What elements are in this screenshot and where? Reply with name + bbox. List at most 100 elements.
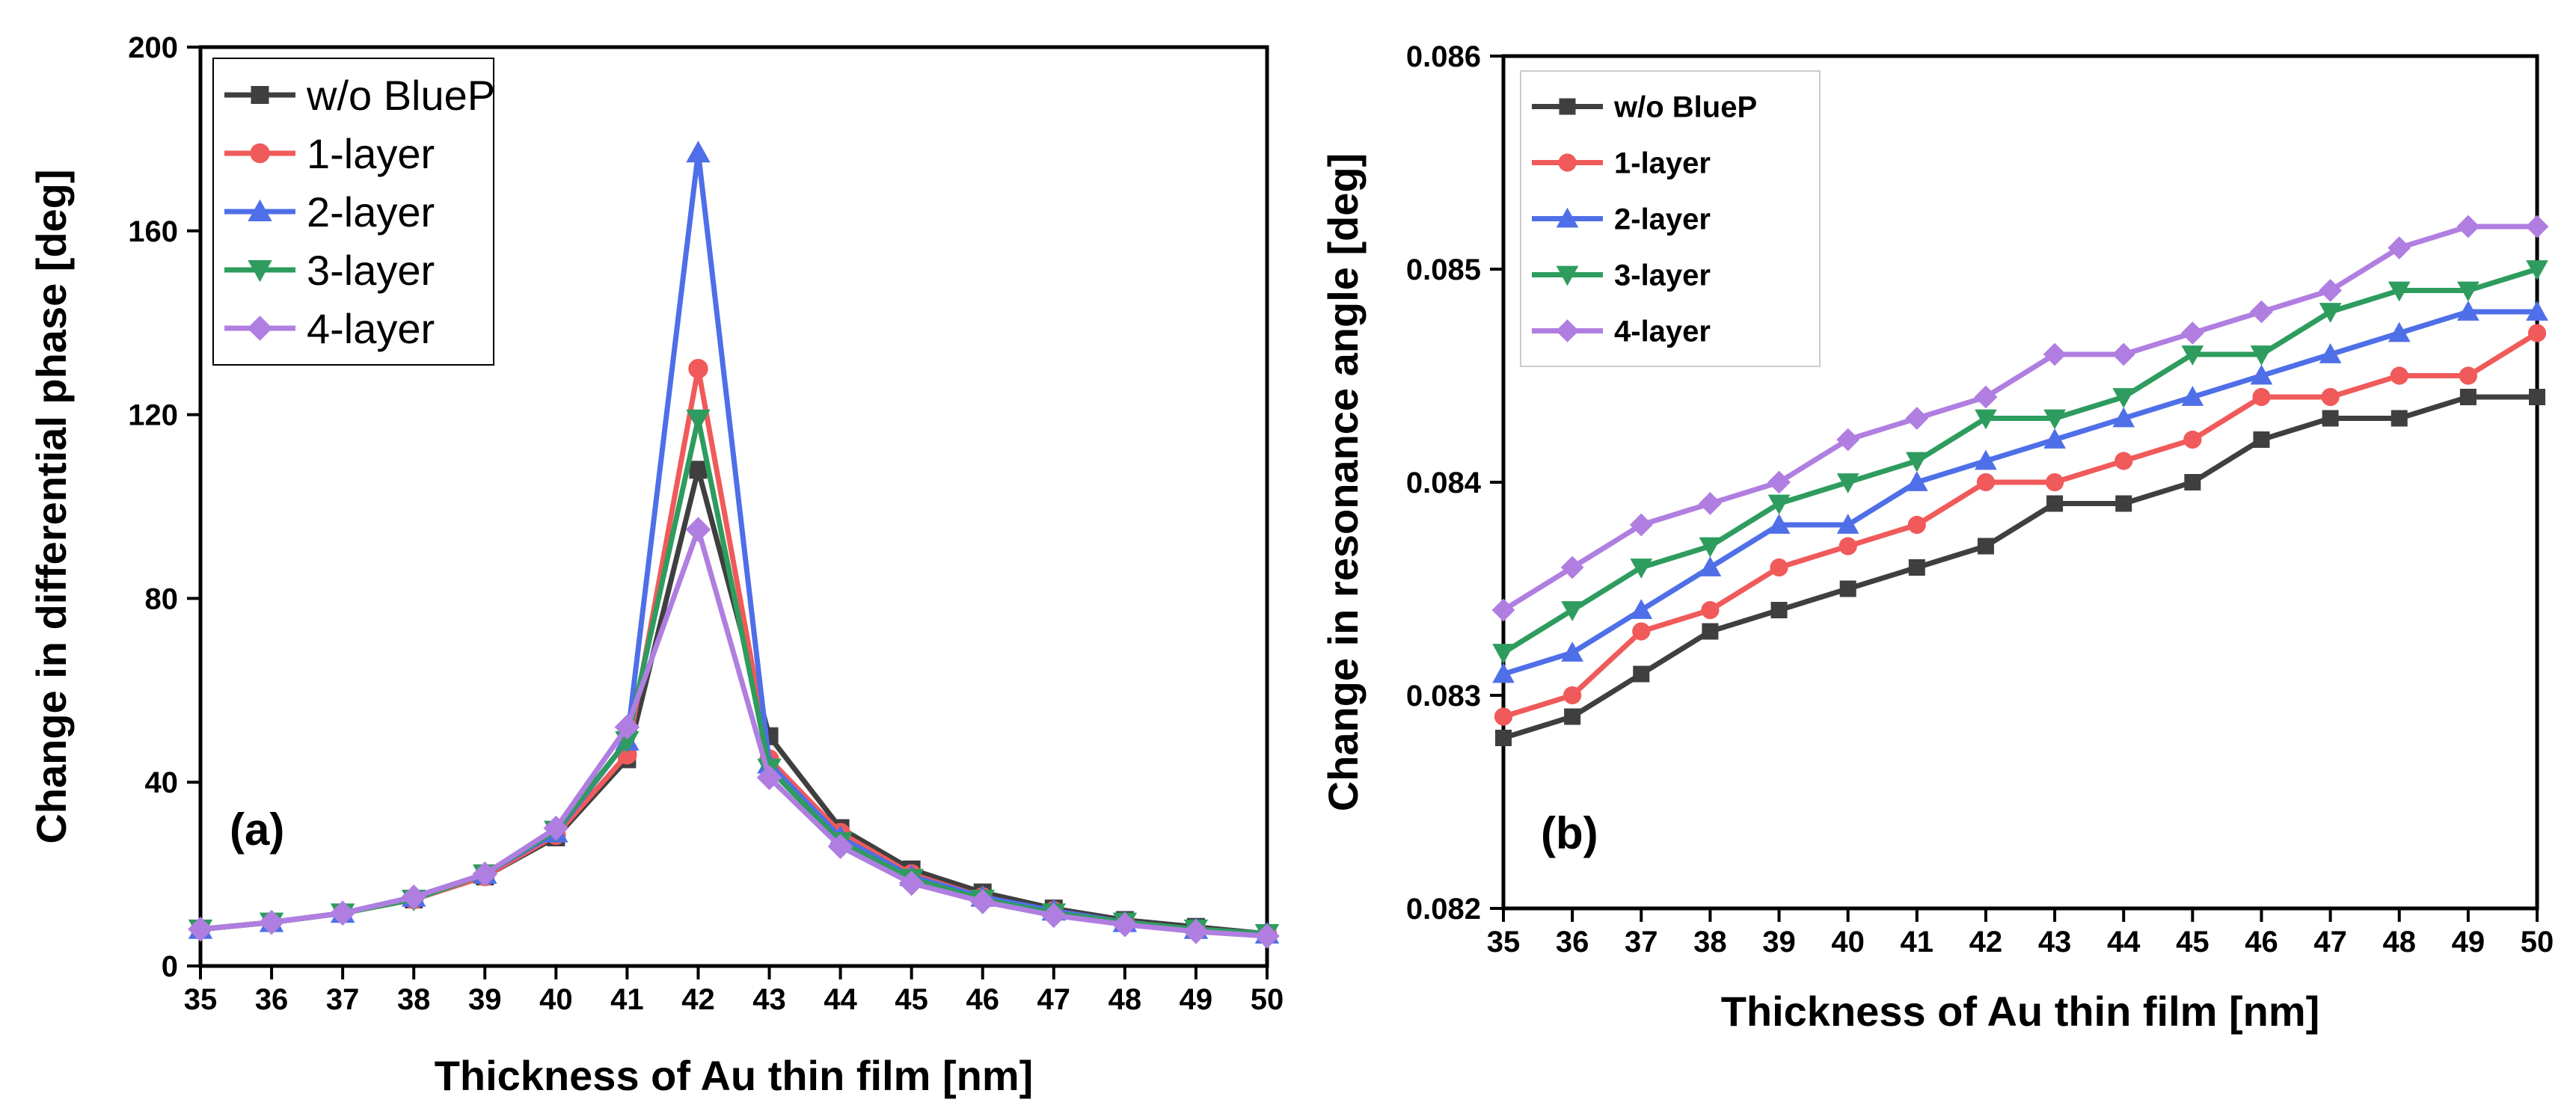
data-point: [2115, 452, 2133, 470]
legend-label: 3-layer: [1614, 259, 1711, 292]
x-tick-label: 48: [2382, 926, 2416, 958]
data-point: [2388, 236, 2411, 259]
x-tick-label: 46: [2245, 926, 2278, 958]
x-tick-label: 35: [1487, 926, 1521, 958]
data-point: [1905, 452, 1928, 473]
series-line: [1502, 330, 2539, 719]
y-tick-label: 200: [128, 31, 178, 64]
data-point: [188, 917, 213, 942]
data-point: [2459, 366, 2477, 385]
data-point: [1905, 471, 1928, 491]
data-point: [472, 861, 498, 887]
data-point: [2252, 387, 2271, 407]
data-point: [1977, 538, 1994, 555]
data-point: [1633, 665, 1650, 683]
data-point: [1767, 470, 1791, 494]
data-point: [1630, 558, 1653, 579]
x-ticks-a: 35 36 37 38 39 40 41 42 43 44 45 46 47 48 49 50: [184, 966, 1284, 1016]
data-point: [756, 765, 782, 790]
legend-item: 3-layer: [1532, 259, 1711, 292]
chart-panel-a: 35 36 37 38 39 40 41 42 43 44 45 46 47 48 49 50 0 40 80 12…: [28, 31, 1284, 1099]
x-tick-label: 38: [1693, 926, 1727, 958]
series-4-layer: [188, 517, 1280, 949]
data-point: [827, 834, 853, 860]
data-point: [1905, 407, 1929, 430]
legend-item: w/o BlueP: [224, 72, 495, 119]
legend-swatch-marker: [1558, 153, 1577, 172]
data-point: [2045, 473, 2064, 492]
data-point: [1839, 537, 1857, 556]
legend-item: 2-layer: [224, 188, 435, 236]
data-point: [1701, 600, 1720, 620]
data-point: [2181, 345, 2204, 366]
y-tick-label: 120: [128, 399, 178, 432]
series-group-a: [188, 141, 1280, 949]
legend-swatch-marker: [248, 260, 272, 283]
data-point: [1975, 409, 1997, 430]
x-tick-label: 36: [255, 983, 289, 1016]
panel-label-b: (b): [1541, 808, 1598, 858]
legend-swatch-marker: [1559, 98, 1576, 115]
series-2-layer: [1492, 301, 2548, 683]
legend-swatch-marker: [251, 86, 269, 104]
data-point: [689, 461, 708, 479]
data-point: [2183, 430, 2202, 449]
x-axis-title-b: Thickness of Au thin film [nm]: [1721, 988, 2320, 1035]
data-point: [2043, 342, 2067, 366]
legend-item: 3-layer: [224, 247, 435, 294]
data-point: [2526, 260, 2548, 280]
legend-label: 2-layer: [307, 188, 435, 236]
series-line: [1502, 224, 2537, 612]
data-point: [686, 141, 711, 163]
data-point: [2319, 343, 2342, 363]
series-3-layer: [1492, 260, 2548, 664]
legend-label: 4-layer: [307, 305, 435, 352]
data-point: [2319, 279, 2342, 302]
data-point: [1836, 514, 1859, 534]
legend-label: 1-layer: [307, 130, 435, 177]
x-tick-label: 49: [1180, 983, 1213, 1016]
x-tick-label: 37: [1625, 926, 1658, 958]
data-point: [1629, 513, 1653, 537]
data-point: [1254, 923, 1280, 949]
x-tick-label: 38: [397, 983, 431, 1016]
x-tick-label: 45: [2176, 926, 2209, 958]
y-tick-label: 0.086: [1406, 40, 1481, 73]
y-tick-label: 40: [145, 766, 179, 799]
data-point: [1702, 623, 1719, 640]
data-point: [1183, 919, 1209, 944]
series-line: [1502, 266, 2539, 655]
data-point: [1041, 902, 1067, 929]
x-tick-label: 44: [2107, 926, 2141, 958]
data-point: [2529, 389, 2545, 405]
legend-item: w/o BlueP: [1532, 91, 1757, 124]
data-point: [1770, 558, 1788, 577]
legend-a: w/o BlueP 1-layer 2-layer 3-layer 4-layer: [212, 58, 495, 366]
legend-swatch-marker: [248, 199, 272, 221]
data-point: [1975, 449, 1997, 470]
x-tick-label: 36: [1556, 926, 1589, 958]
y-tick-label: 0.083: [1406, 680, 1481, 713]
data-point: [543, 815, 569, 841]
series-w-o-bluep: [1495, 389, 2545, 746]
data-point: [2319, 303, 2342, 323]
legend-item: 1-layer: [1532, 147, 1711, 180]
data-point: [2180, 321, 2204, 345]
legend-swatch-marker: [250, 143, 270, 164]
y-tick-label: 0: [162, 950, 178, 983]
data-point: [1563, 686, 1582, 705]
data-point: [1976, 473, 1996, 492]
series-group-b: [1491, 215, 2549, 746]
data-point: [259, 909, 284, 935]
data-point: [2525, 215, 2549, 239]
data-point: [1770, 602, 1788, 618]
legend-label: 4-layer: [1614, 316, 1711, 348]
series-1-layer: [1494, 324, 2547, 726]
data-point: [2390, 366, 2408, 385]
data-point: [1630, 599, 1653, 619]
x-tick-label: 39: [468, 983, 502, 1016]
x-tick-label: 42: [681, 983, 715, 1016]
data-point: [2112, 388, 2135, 408]
series-line: [1502, 309, 2537, 677]
